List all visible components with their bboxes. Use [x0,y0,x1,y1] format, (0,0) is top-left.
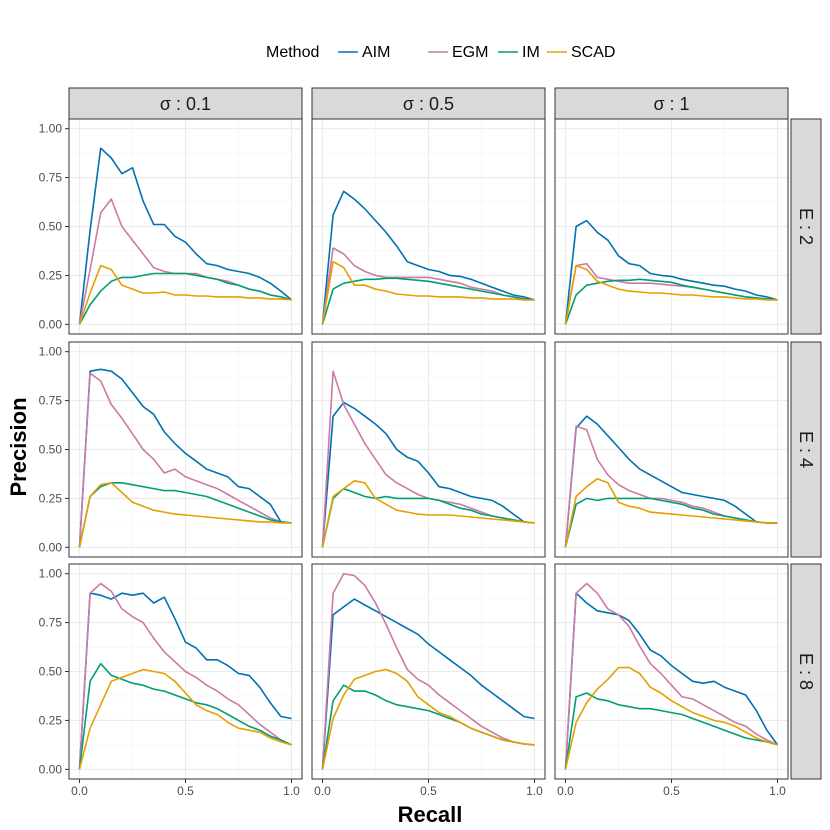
series-line-im [564,692,778,770]
panel-3-1 [68,563,303,780]
y-tick-label: 1.00 [39,345,63,359]
x-tick-label: 1.0 [769,784,786,798]
legend-label: EGM [452,44,488,61]
y-axis-label: Precision [6,397,31,496]
series-line-scad [78,264,292,325]
col-strip-1 [68,87,303,120]
y-tick-label: 1.00 [39,567,63,581]
row-strip-3 [790,563,822,780]
y-tick-label: 0.75 [39,171,63,185]
y-tick-label: 0.50 [39,443,63,457]
col-strip-3 [554,87,789,120]
legend-label: IM [522,44,540,61]
y-tick-label: 0.50 [39,665,63,679]
panel-3-3 [554,563,789,780]
series-line-scad [564,666,778,770]
y-tick-label: 0.25 [39,713,63,727]
y-tick-label: 0.00 [39,540,63,554]
series-line-im [78,272,292,325]
panel-2-3 [554,341,789,558]
y-tick-label: 0.75 [39,616,63,630]
series-line-scad [321,260,535,325]
series-line-im [321,277,535,325]
x-tick-label: 0.0 [557,784,574,798]
series-line-im [78,481,292,548]
legend-item-im: IM [498,44,540,61]
axes: 0.000.250.500.751.000.000.250.500.751.00… [39,122,787,798]
col-strip-label: σ : 0.5 [403,94,454,114]
legend-item-egm: EGM [428,44,488,61]
row-strip-label: E : 4 [796,431,816,468]
x-tick-label: 0.0 [71,784,88,798]
panel-1-2 [311,118,546,335]
x-tick-label: 0.5 [663,784,680,798]
y-tick-label: 0.25 [39,268,63,282]
series-line-aim [564,592,779,770]
x-tick-label: 1.0 [526,784,543,798]
series-line-aim [321,598,535,770]
row-strip-label: E : 2 [796,208,816,245]
legend-title: Method [266,44,319,61]
x-tick-label: 0.5 [420,784,437,798]
series-line-aim [321,401,535,548]
y-tick-label: 1.00 [39,122,63,136]
legend-label: AIM [362,44,390,61]
series-line-im [321,487,535,548]
x-tick-label: 1.0 [283,784,300,798]
y-tick-label: 0.50 [39,220,63,234]
panel-grid: σ : 0.1 σ : 0.5 σ : 1 E : 2 E : 4 E : 8 [68,87,822,780]
series-line-aim [564,219,778,325]
legend: Method AIM EGM IM SCAD [266,44,615,61]
y-tick-label: 0.00 [39,317,63,331]
series-line-aim [321,190,535,325]
series-line-egm [321,572,535,770]
x-axis-label: Recall [398,802,463,827]
series-line-scad [321,479,535,548]
panel-3-2 [311,563,546,780]
x-tick-label: 0.0 [314,784,331,798]
y-tick-label: 0.75 [39,394,63,408]
panel-border [311,341,546,558]
col-strip-label: σ : 0.1 [160,94,211,114]
row-strip-2 [790,341,822,558]
series-line-scad [78,481,292,548]
panel-2-2 [311,341,546,558]
series-line-aim [564,415,778,548]
series-line-scad [78,668,292,770]
series-line-egm [78,372,292,548]
panel-border [311,118,546,335]
series-line-egm [78,582,292,770]
panel-border [554,118,789,335]
y-tick-label: 0.25 [39,491,63,505]
legend-item-aim: AIM [338,44,390,61]
series-line-im [78,662,292,770]
series-line-scad [321,668,535,770]
series-line-scad [564,477,778,548]
legend-label: SCAD [571,44,615,61]
panel-border [554,341,789,558]
row-strip-label: E : 8 [796,653,816,690]
row-strip-1 [790,118,822,335]
panel-1-3 [554,118,789,335]
legend-item-scad: SCAD [547,44,615,61]
series-line-aim [78,368,292,548]
series-line-egm [564,582,778,770]
col-strip-label: σ : 1 [653,94,689,114]
y-tick-label: 0.00 [39,762,63,776]
series-line-aim [78,147,293,325]
series-line-im [564,497,778,548]
series-line-scad [564,264,778,325]
panel-1-1 [68,118,303,335]
x-tick-label: 0.5 [177,784,194,798]
panel-2-1 [68,341,303,558]
